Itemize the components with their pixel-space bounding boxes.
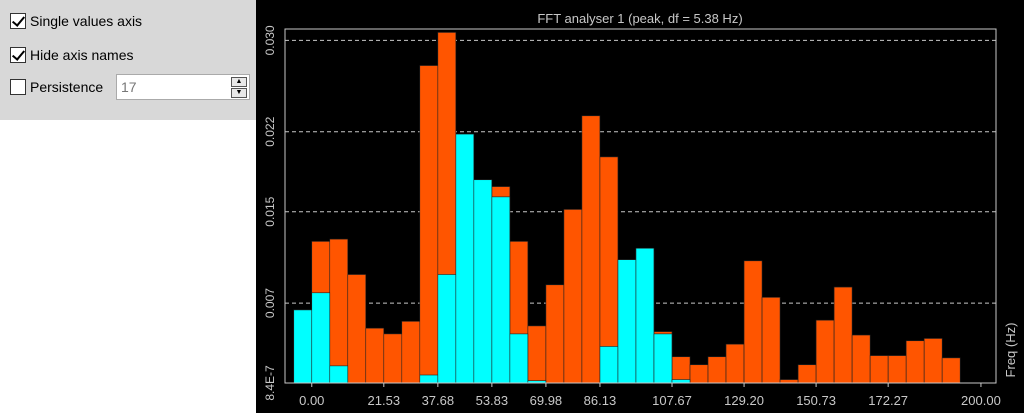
- series2-bar: [455, 133, 475, 384]
- series1-bar: [905, 340, 925, 384]
- series1-bar: [545, 284, 565, 384]
- x-tick-label: 86.13: [584, 393, 617, 408]
- single-values-axis-checkbox[interactable]: [10, 13, 26, 29]
- series1-bar: [779, 379, 799, 384]
- y-tick-label: 0.022: [263, 116, 277, 146]
- y-tick-label: 0.015: [263, 196, 277, 226]
- series1-bar: [707, 356, 727, 384]
- series1-bar: [887, 355, 907, 384]
- x-tick-label: 150.73: [796, 393, 836, 408]
- series1-bar: [365, 327, 385, 384]
- series1-bar: [743, 260, 763, 384]
- x-tick-label: 129.20: [724, 393, 764, 408]
- series2-bar: [653, 333, 673, 384]
- series1-bar: [761, 297, 781, 384]
- series1-bar: [725, 343, 745, 384]
- single-values-axis-label: Single values axis: [30, 13, 143, 29]
- x-tick-label: 53.83: [476, 393, 509, 408]
- y-tick-label: 8.4E-7: [263, 365, 277, 401]
- x-tick-label: 37.68: [422, 393, 455, 408]
- x-tick-label: 107.67: [652, 393, 692, 408]
- single-values-axis-option[interactable]: Single values axis: [10, 10, 142, 32]
- series1-bar: [851, 334, 871, 384]
- x-tick-label: 0.00: [299, 393, 324, 408]
- series2-bar: [293, 309, 313, 384]
- series1-bar: [419, 65, 439, 384]
- series2-bar: [509, 333, 529, 384]
- series2-bar: [437, 274, 457, 384]
- fft-chart: 8.4E-7 0.007 0.015 0.022 0.030 0.00 21.53 37.6…: [256, 0, 1024, 413]
- series1-bar: [527, 325, 547, 384]
- plot-frame: [284, 28, 997, 384]
- series2-bar: [599, 346, 619, 384]
- series1-bar: [671, 356, 691, 384]
- series2-bar: [311, 292, 331, 384]
- series2-bar: [635, 247, 655, 384]
- x-axis-label: Freq (Hz): [1003, 323, 1018, 378]
- series1-bar: [815, 319, 835, 384]
- hide-axis-names-label: Hide axis names: [30, 47, 134, 63]
- persistence-checkbox[interactable]: [10, 79, 26, 95]
- series1-bar: [581, 115, 601, 384]
- fft-chart-svg: 8.4E-7 0.007 0.015 0.022 0.030 0.00 21.53 37.6…: [263, 11, 1018, 408]
- persistence-value[interactable]: 17: [121, 79, 137, 95]
- series1-bar: [347, 274, 367, 384]
- chart-title: FFT analyser 1 (peak, df = 5.38 Hz): [537, 11, 742, 26]
- y-tick-label: 0.030: [263, 25, 277, 55]
- series1-bar: [869, 355, 889, 384]
- hide-axis-names-checkbox[interactable]: [10, 47, 26, 63]
- settings-panel: Single values axis Hide axis names Persi…: [0, 0, 256, 120]
- x-tick-label: 200.00: [961, 393, 1001, 408]
- series1-bar: [401, 321, 421, 384]
- persistence-option[interactable]: Persistence: [10, 76, 103, 98]
- stepper-down-arrow-icon[interactable]: ▼: [231, 88, 247, 98]
- persistence-stepper[interactable]: 17 ▲ ▼: [116, 74, 250, 100]
- series1-bar: [383, 333, 403, 384]
- series1-bar: [923, 338, 943, 384]
- series1-bar: [329, 238, 349, 384]
- series1-bar: [563, 209, 583, 384]
- hide-axis-names-option[interactable]: Hide axis names: [10, 44, 134, 66]
- stepper-up-arrow-icon[interactable]: ▲: [231, 77, 247, 87]
- x-tick-label: 69.98: [530, 393, 563, 408]
- series2-bar: [671, 379, 691, 384]
- x-tick-label: 21.53: [368, 393, 401, 408]
- persistence-label: Persistence: [30, 79, 104, 95]
- series1-bar: [833, 286, 853, 384]
- series1-bar: [689, 364, 709, 384]
- series1-bar: [941, 357, 961, 384]
- series2-bar: [617, 259, 637, 384]
- series1-bar: [797, 364, 817, 384]
- x-tick-label: 172.27: [868, 393, 908, 408]
- series2-bar: [491, 196, 511, 384]
- series2-bar: [473, 179, 493, 384]
- series2-bar: [419, 374, 439, 384]
- series2-bar: [329, 365, 349, 384]
- y-tick-label: 0.007: [263, 288, 277, 318]
